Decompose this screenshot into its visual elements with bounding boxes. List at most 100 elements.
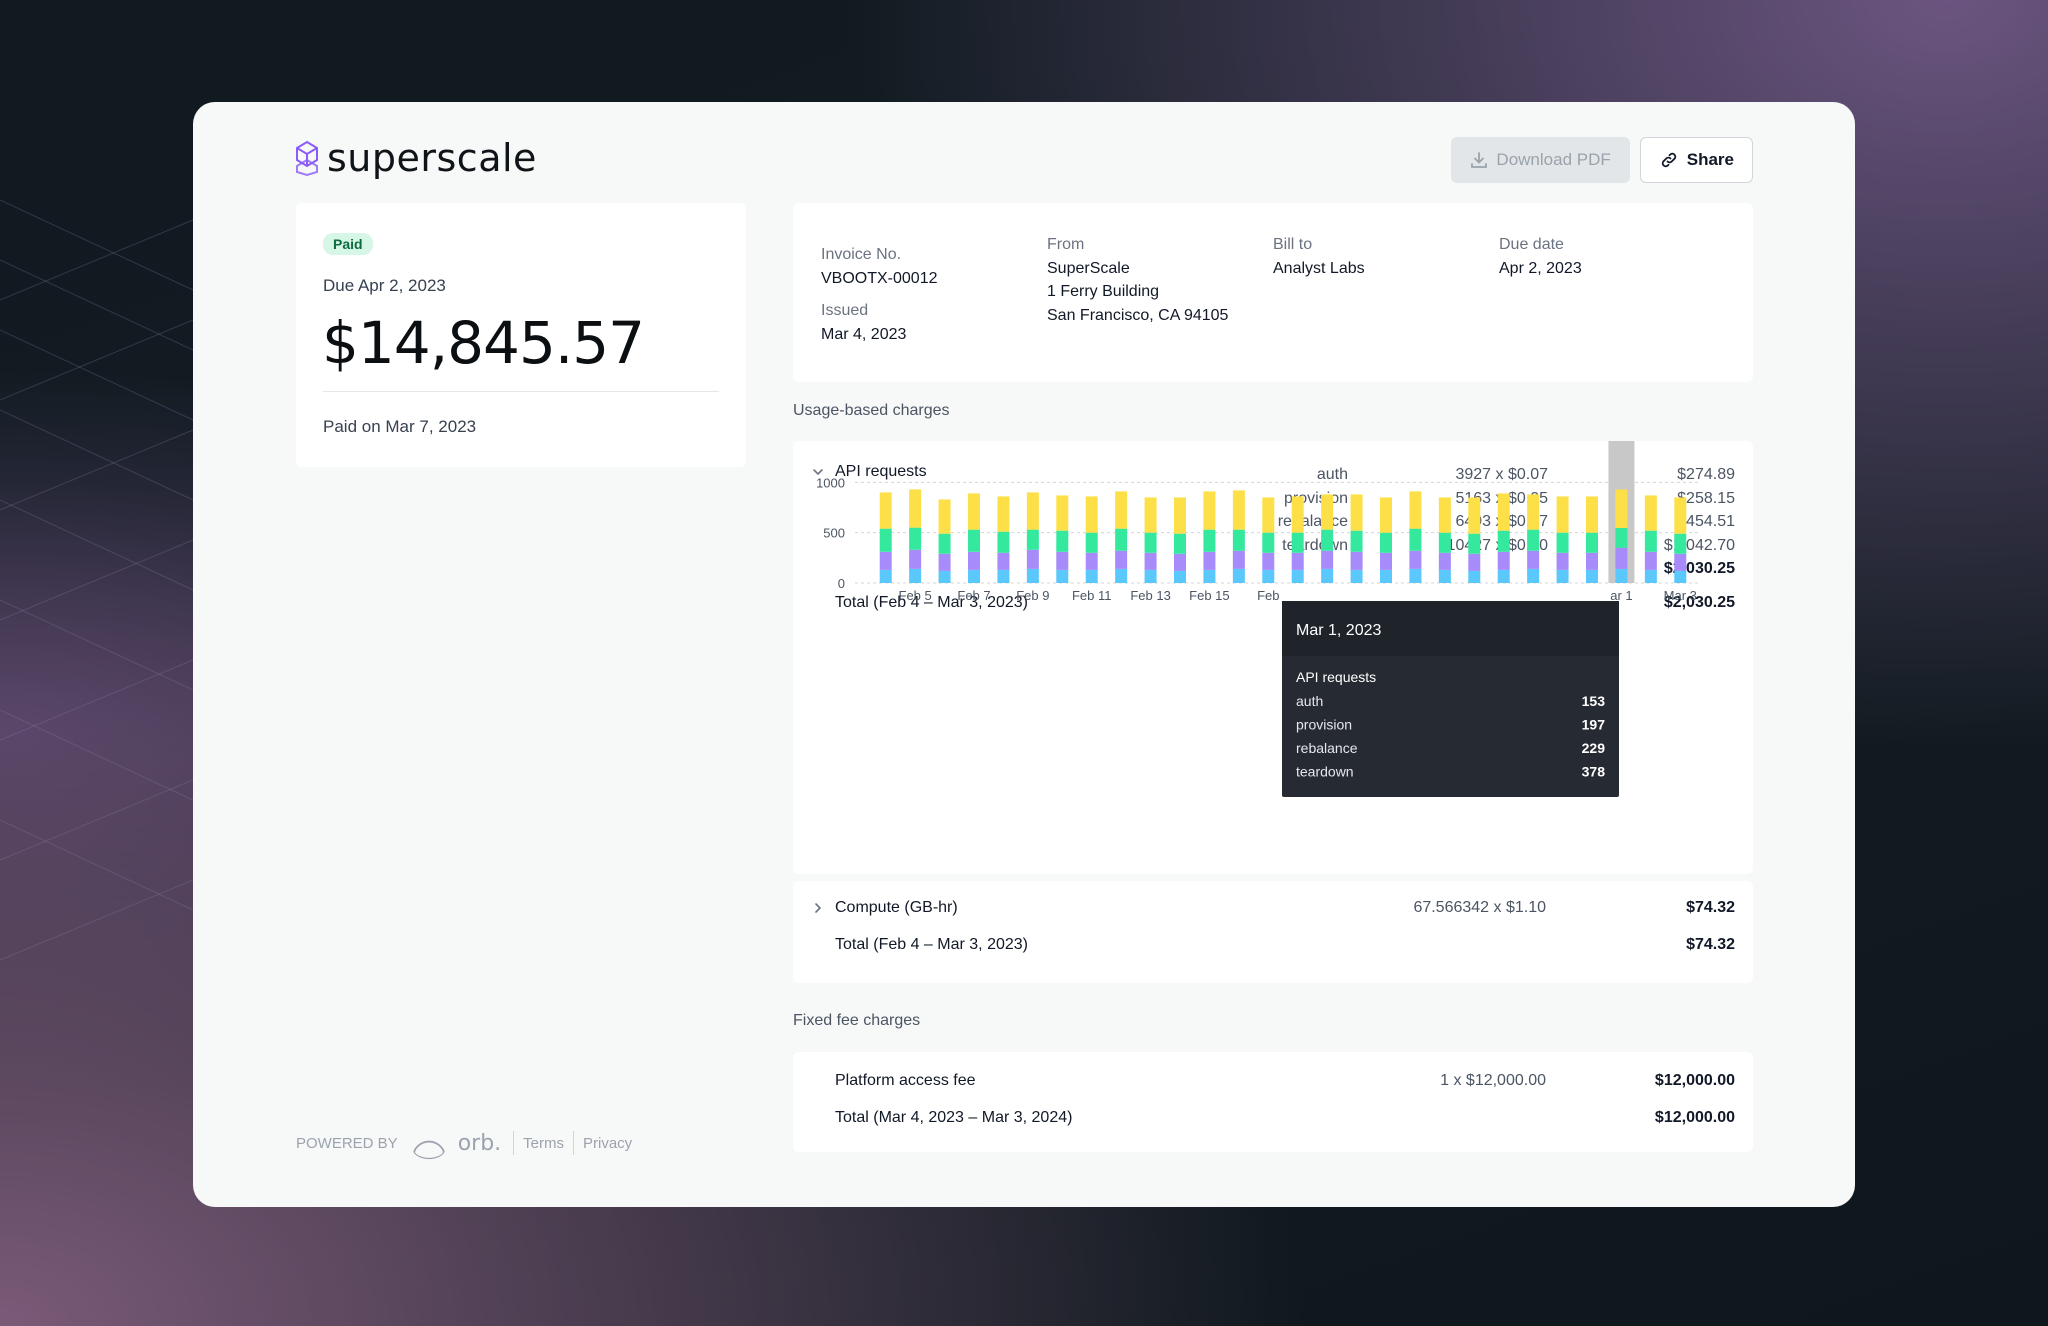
bar-segment-auth xyxy=(1203,491,1216,530)
bar-segment-provision xyxy=(879,528,892,552)
x-tick-label: Feb 5 xyxy=(899,588,932,603)
cube-logo-icon xyxy=(296,140,318,176)
bar-segment-rebalance xyxy=(1468,553,1481,571)
bar-segment-teardown xyxy=(1468,570,1481,583)
bar-segment-teardown xyxy=(1350,569,1363,583)
bar-segment-provision xyxy=(1438,532,1451,553)
bar-segment-teardown xyxy=(1085,569,1098,583)
compute-amount: $74.32 xyxy=(1686,899,1735,916)
bar-segment-rebalance xyxy=(1026,549,1039,569)
bar-segment-rebalance xyxy=(997,552,1010,570)
invoice-number: VBOOTX-00012 xyxy=(821,269,938,287)
bar-segment-auth xyxy=(1674,497,1687,534)
bar-segment-rebalance xyxy=(1115,550,1128,569)
bar-segment-provision xyxy=(1468,533,1481,554)
bar-segment-provision xyxy=(1026,529,1039,550)
fixed-fee-panel: Platform access fee 1 x $12,000.00 $12,0… xyxy=(793,1052,1753,1152)
tooltip-row-name: provision xyxy=(1296,717,1352,733)
bar-segment-provision xyxy=(1556,532,1569,553)
bar-segment-auth xyxy=(1026,492,1039,530)
bar-segment-auth xyxy=(1644,495,1657,531)
api-item-amount: $274.89 xyxy=(1677,466,1735,483)
bar-segment-teardown xyxy=(1115,568,1128,583)
tooltip-row-value: 378 xyxy=(1582,764,1606,780)
api-requests-toggle[interactable]: API requests xyxy=(811,463,927,481)
bar-segment-provision xyxy=(1497,530,1510,552)
bar-segment-rebalance xyxy=(1262,552,1275,570)
status-badge: Paid xyxy=(323,233,373,255)
bar-segment-rebalance xyxy=(1615,547,1628,569)
share-label: Share xyxy=(1686,150,1734,169)
due-date-block: Due date Apr 2, 2023 xyxy=(1499,233,1582,280)
bar-segment-provision xyxy=(1380,532,1392,553)
bar-segment-provision xyxy=(1232,529,1245,551)
orb-wordmark[interactable]: orb. xyxy=(457,1130,502,1156)
chevron-right-icon xyxy=(815,903,822,913)
x-tick-label: Mar 3 xyxy=(1664,588,1697,603)
brand-logo[interactable]: superscale xyxy=(295,136,537,180)
issued-label: Issued xyxy=(821,302,869,319)
x-tick-label: Feb 11 xyxy=(1072,588,1112,603)
bar-segment-provision xyxy=(1586,532,1598,553)
orb-logo-icon xyxy=(412,1140,445,1160)
bar-segment-provision xyxy=(1291,532,1304,553)
bar-segment-auth xyxy=(879,492,892,529)
bar-segment-auth xyxy=(1232,490,1245,530)
compute-qty: 67.566342 x $1.10 xyxy=(1413,899,1546,916)
terms-link[interactable]: Terms xyxy=(523,1134,564,1152)
bar-segment-auth xyxy=(1056,495,1069,531)
bar-segment-auth xyxy=(1262,497,1275,533)
x-tick-label: Feb 13 xyxy=(1130,588,1170,603)
bar-segment-provision xyxy=(1262,532,1275,553)
privacy-link[interactable]: Privacy xyxy=(583,1134,633,1152)
summary-panel: Paid Due Apr 2, 2023 $14,845.57 Paid on … xyxy=(296,203,746,467)
powered-by-label: POWERED BY xyxy=(296,1134,398,1152)
bar-segment-teardown xyxy=(1026,568,1039,583)
download-pdf-button[interactable]: Download PDF xyxy=(1451,137,1630,183)
invoice-number-label: Invoice No. xyxy=(821,246,902,263)
bar-segment-provision xyxy=(1615,527,1628,548)
bar-segment-auth xyxy=(1291,496,1304,533)
bar-segment-auth xyxy=(1115,491,1128,529)
share-button[interactable]: Share xyxy=(1639,137,1753,183)
y-tick-label: 1000 xyxy=(816,475,845,490)
api-total-amount: $2,030.25 xyxy=(1663,594,1735,611)
bar-segment-auth xyxy=(1586,496,1598,533)
api-requests-panel: API requests auth provision rebalance te… xyxy=(793,441,1753,874)
bar-segment-provision xyxy=(1350,530,1363,552)
bar-segment-rebalance xyxy=(1644,551,1657,570)
bar-segment-rebalance xyxy=(1527,550,1540,569)
tooltip-header xyxy=(1282,601,1619,656)
bar-segment-provision xyxy=(1644,530,1657,552)
bar-segment-teardown xyxy=(1232,568,1245,583)
invoice-number-block: Invoice No. VBOOTX-00012 Issued Mar 4, 2… xyxy=(821,243,938,346)
bar-segment-auth xyxy=(1144,497,1157,533)
tooltip-row-value: 197 xyxy=(1582,717,1606,733)
invoice-meta-panel: Invoice No. VBOOTX-00012 Issued Mar 4, 2… xyxy=(793,203,1753,382)
bar-segment-auth xyxy=(1321,494,1334,530)
bar-segment-rebalance xyxy=(1056,551,1069,570)
bar-segment-provision xyxy=(938,533,951,554)
y-tick-label: 500 xyxy=(823,526,845,541)
bar-segment-provision xyxy=(909,527,922,550)
bar-segment-rebalance xyxy=(1409,550,1422,569)
compute-toggle[interactable]: Compute (GB-hr) xyxy=(811,899,958,917)
total-amount: $14,845.57 xyxy=(322,309,645,377)
x-tick-label: Feb 9 xyxy=(1016,588,1049,603)
compute-total-amount: $74.32 xyxy=(1686,936,1735,953)
bar-segment-provision xyxy=(1321,529,1334,551)
bar-segment-rebalance xyxy=(968,551,980,570)
bar-segment-auth xyxy=(1350,494,1363,531)
bar-segment-auth xyxy=(938,499,951,534)
tooltip-row-name: auth xyxy=(1296,693,1323,709)
tooltip-row-value: 229 xyxy=(1582,740,1606,756)
bar-segment-teardown xyxy=(1527,568,1540,583)
bar-segment-rebalance xyxy=(1380,552,1392,570)
api-item-qty: 3927 x $0.07 xyxy=(1455,466,1548,483)
bar-segment-teardown xyxy=(1203,569,1216,583)
bar-segment-rebalance xyxy=(1350,551,1363,570)
bar-segment-provision xyxy=(1674,533,1687,554)
tooltip-row-value: 153 xyxy=(1582,693,1606,709)
due-date: Apr 2, 2023 xyxy=(1499,259,1582,277)
